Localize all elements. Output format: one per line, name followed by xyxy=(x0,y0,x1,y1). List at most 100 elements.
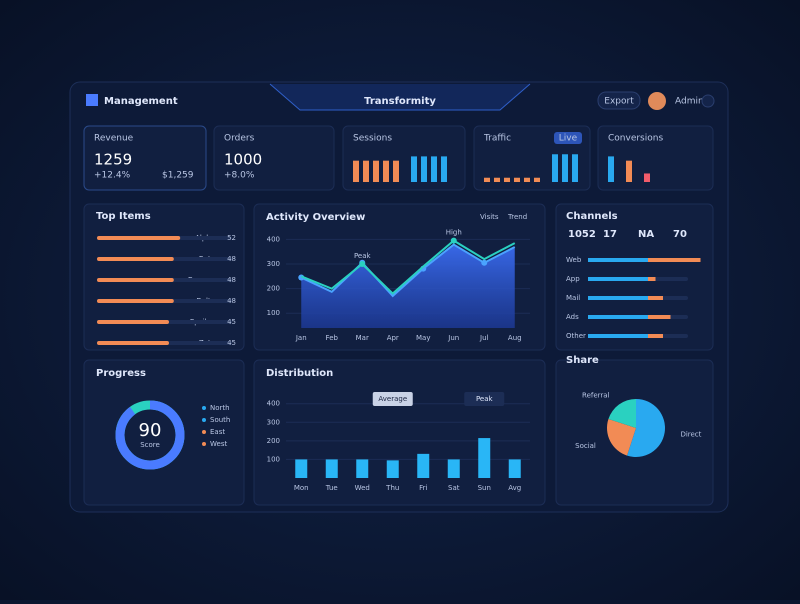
y-tick-label: 200 xyxy=(267,437,280,445)
row-name: Ads xyxy=(566,313,579,321)
kpi-value: 1000 xyxy=(224,151,262,169)
panel xyxy=(83,203,245,351)
app-title: Management xyxy=(104,96,178,107)
tooltip-label: Average xyxy=(378,395,407,403)
kpi-label: Traffic xyxy=(483,134,511,144)
x-tick-label: Jan xyxy=(295,334,307,342)
pie-slice xyxy=(627,399,665,457)
kpi-sub: +12.4% xyxy=(94,171,131,181)
row-segment xyxy=(588,258,648,262)
chart-title: Distribution xyxy=(266,368,333,379)
kpi-bar xyxy=(484,177,490,182)
x-tick-label: Aug xyxy=(508,334,522,342)
x-tick-label: Mar xyxy=(356,334,369,342)
kpi-label: Conversions xyxy=(608,134,663,144)
x-tick-label: Mon xyxy=(294,484,309,492)
kpi-label: Revenue xyxy=(94,134,134,144)
legend-label: Trend xyxy=(507,213,527,221)
avatar[interactable] xyxy=(648,92,666,110)
kpi-bar xyxy=(572,154,578,182)
kpi-bar xyxy=(353,160,359,182)
bar xyxy=(508,459,521,478)
kpi-bar xyxy=(608,156,614,182)
area xyxy=(301,244,515,328)
export-button[interactable] xyxy=(597,91,641,110)
legend-dot xyxy=(202,430,206,434)
bar xyxy=(447,459,460,478)
kpi-bar xyxy=(431,156,437,182)
tooltip xyxy=(464,392,505,406)
row-bar xyxy=(97,299,174,303)
kpi-value: 1259 xyxy=(94,151,132,169)
x-tick-label: Apr xyxy=(387,334,399,342)
y-tick-label: 400 xyxy=(267,235,280,243)
row-segment xyxy=(648,258,701,262)
legend-label: East xyxy=(210,428,225,436)
row-segment xyxy=(648,315,671,319)
row-bar xyxy=(97,320,169,324)
y-tick-label: 400 xyxy=(267,400,280,408)
panel xyxy=(83,125,207,191)
x-tick-label: Fri xyxy=(419,484,427,492)
menu-button[interactable] xyxy=(701,94,715,108)
kpi-bar xyxy=(441,156,447,182)
tooltip-label: Peak xyxy=(476,395,494,403)
point xyxy=(481,259,488,266)
row-value: 48 xyxy=(227,276,236,284)
x-tick-label: Sun xyxy=(478,484,491,492)
pie-slice xyxy=(607,419,636,456)
row-value: 48 xyxy=(227,255,236,263)
stat: 70 xyxy=(673,229,687,240)
kpi-sub: +8.0% xyxy=(224,171,255,181)
stat: 1052 xyxy=(568,229,596,240)
kpi-button-label: Live xyxy=(559,134,578,144)
row-name: Web xyxy=(566,256,582,264)
kpi-bar xyxy=(504,177,510,182)
legend-dot xyxy=(202,442,206,446)
bar xyxy=(295,459,308,478)
row-segment xyxy=(588,296,648,300)
row-bar xyxy=(97,257,174,261)
kpi-bar xyxy=(393,160,399,182)
content: Revenue 1259 +12.4% $1,259 Orders 1000 +8.0% Se… xyxy=(83,125,714,506)
y-tick-label: 100 xyxy=(267,309,280,317)
donut-title: Progress xyxy=(96,368,146,379)
kpi-bar xyxy=(626,160,632,182)
y-tick-label: 300 xyxy=(267,260,280,268)
row-segment xyxy=(588,334,648,338)
stat: 17 xyxy=(603,229,617,240)
row-segment xyxy=(648,334,663,338)
legend-label: Visits xyxy=(480,213,499,221)
row-segment xyxy=(648,277,656,281)
x-tick-label: Feb xyxy=(326,334,339,342)
x-tick-label: May xyxy=(416,334,430,342)
row-bar xyxy=(97,341,169,345)
kpi-sub: $1,259 xyxy=(162,171,194,181)
line xyxy=(300,243,516,298)
bar xyxy=(386,460,399,478)
kpi-bar xyxy=(552,154,558,182)
row-segment xyxy=(588,315,648,319)
legend-label: West xyxy=(210,440,227,448)
kpi-button[interactable] xyxy=(554,132,582,144)
bar xyxy=(478,438,491,478)
x-tick-label: Wed xyxy=(355,484,370,492)
x-tick-label: Jun xyxy=(447,334,459,342)
kpi-label: Orders xyxy=(224,134,255,144)
donut-value: 90 xyxy=(139,420,162,441)
row-name: Mail xyxy=(566,294,580,302)
row-name: Other xyxy=(566,332,586,340)
slice-label: Direct xyxy=(680,430,701,438)
kpi-bar xyxy=(383,160,389,182)
row-segment xyxy=(588,277,648,281)
annotation: Peak xyxy=(354,252,372,260)
user-name: Admin xyxy=(675,97,704,107)
pie-title: Share xyxy=(566,355,599,366)
center-title: Transformity xyxy=(364,96,436,107)
kpi-bar xyxy=(524,177,530,182)
row-value: 52 xyxy=(227,234,236,242)
legend-dot xyxy=(202,418,206,422)
annotation: High xyxy=(446,229,462,237)
